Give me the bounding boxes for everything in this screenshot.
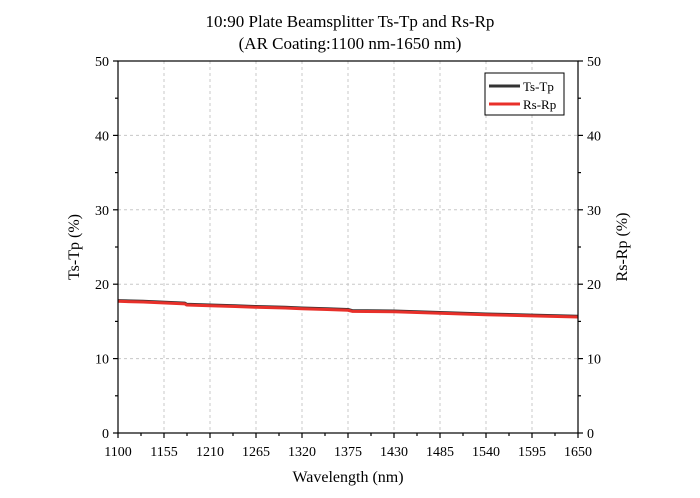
- y2-tick-label: 0: [587, 427, 594, 442]
- legend-box: [484, 72, 565, 116]
- y-tick-label: 10: [95, 353, 109, 368]
- x-tick-label: 1155: [150, 445, 177, 460]
- series-lines: [117, 299, 579, 319]
- legend-label-rs-rp: Rs-Rp: [523, 97, 556, 112]
- x-tick-label: 1265: [242, 445, 270, 460]
- axis-ticks: 1100 1155 1210 1265 1320 1375 1430 1485 1540 1595…: [95, 55, 601, 460]
- y2-tick-label: 30: [587, 204, 601, 219]
- y2-tick-label: 20: [587, 278, 601, 293]
- y-tick-label: 30: [95, 204, 109, 219]
- series-line-rs-rp: [117, 299, 579, 319]
- y-tick-label: 40: [95, 129, 109, 144]
- y-tick-label: 20: [95, 278, 109, 293]
- y-tick-label: 50: [95, 55, 109, 70]
- x-tick-label: 1485: [426, 445, 454, 460]
- x-tick-label: 1650: [564, 445, 592, 460]
- y2-tick-label: 10: [587, 353, 601, 368]
- x-tick-label: 1430: [380, 445, 408, 460]
- y-tick-label: 0: [102, 427, 109, 442]
- y-axis-label: Ts-Tp (%): [66, 214, 83, 280]
- grid-lines: [118, 61, 578, 433]
- y2-tick-label: 40: [587, 129, 601, 144]
- legend: Ts-Tp Rs-Rp: [484, 72, 565, 116]
- chart-title: 10:90 Plate Beamsplitter Ts-Tp and Rs-Rp: [206, 12, 495, 31]
- y2-tick-label: 50: [587, 55, 601, 70]
- x-tick-label: 1320: [288, 445, 316, 460]
- x-tick-label: 1375: [334, 445, 362, 460]
- x-tick-label: 1595: [518, 445, 546, 460]
- chart-subtitle: (AR Coating:1100 nm-1650 nm): [239, 34, 462, 53]
- y2-axis-label: Rs-Rp (%): [614, 213, 631, 282]
- x-axis-label: Wavelength (nm): [292, 469, 403, 486]
- x-tick-label: 1210: [196, 445, 224, 460]
- x-tick-label: 1540: [472, 445, 500, 460]
- legend-label-ts-tp: Ts-Tp: [523, 79, 554, 94]
- x-tick-label: 1100: [104, 445, 131, 460]
